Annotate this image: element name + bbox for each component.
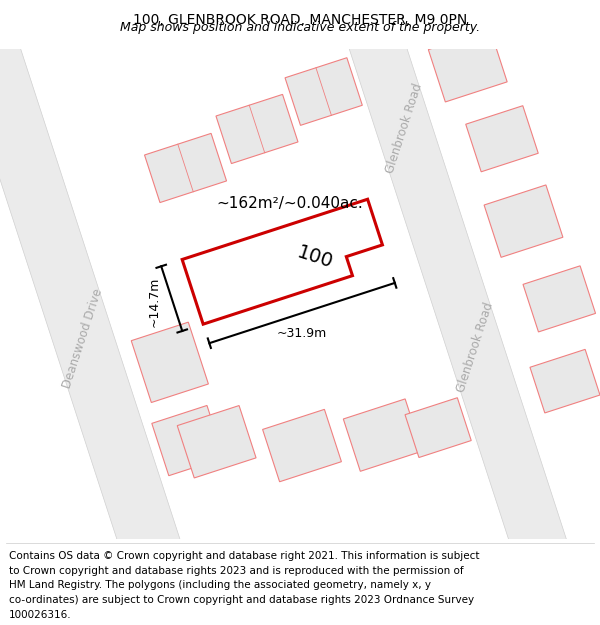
Text: Glenbrook Road: Glenbrook Road (454, 301, 496, 394)
Polygon shape (0, 19, 227, 625)
Text: Glenbrook Road: Glenbrook Road (383, 82, 425, 175)
Text: HM Land Registry. The polygons (including the associated geometry, namely x, y: HM Land Registry. The polygons (includin… (9, 580, 431, 590)
Polygon shape (263, 409, 341, 482)
Polygon shape (152, 406, 224, 476)
Text: Contains OS data © Crown copyright and database right 2021. This information is : Contains OS data © Crown copyright and d… (9, 551, 479, 561)
Text: co-ordinates) are subject to Crown copyright and database rights 2023 Ordnance S: co-ordinates) are subject to Crown copyr… (9, 595, 474, 605)
Text: Map shows position and indicative extent of the property.: Map shows position and indicative extent… (120, 21, 480, 34)
Polygon shape (182, 199, 382, 324)
Text: to Crown copyright and database rights 2023 and is reproduced with the permissio: to Crown copyright and database rights 2… (9, 566, 464, 576)
Text: ~31.9m: ~31.9m (277, 327, 327, 340)
Polygon shape (523, 266, 596, 332)
Polygon shape (343, 399, 422, 471)
Polygon shape (308, 0, 577, 589)
Polygon shape (428, 29, 507, 102)
Polygon shape (530, 349, 600, 413)
Text: Deanswood Drive: Deanswood Drive (61, 286, 106, 389)
Polygon shape (405, 398, 471, 458)
Text: ~14.7m: ~14.7m (147, 276, 160, 327)
Text: 100026316.: 100026316. (9, 610, 71, 620)
Text: ~162m²/~0.040ac.: ~162m²/~0.040ac. (216, 196, 363, 211)
Polygon shape (131, 322, 208, 402)
Polygon shape (177, 406, 256, 478)
Polygon shape (466, 106, 538, 172)
Polygon shape (216, 94, 298, 164)
Text: 100: 100 (295, 242, 336, 272)
Polygon shape (285, 58, 362, 126)
Text: 100, GLENBROOK ROAD, MANCHESTER, M9 0PN: 100, GLENBROOK ROAD, MANCHESTER, M9 0PN (133, 13, 467, 27)
Polygon shape (145, 133, 227, 202)
Polygon shape (484, 185, 563, 258)
